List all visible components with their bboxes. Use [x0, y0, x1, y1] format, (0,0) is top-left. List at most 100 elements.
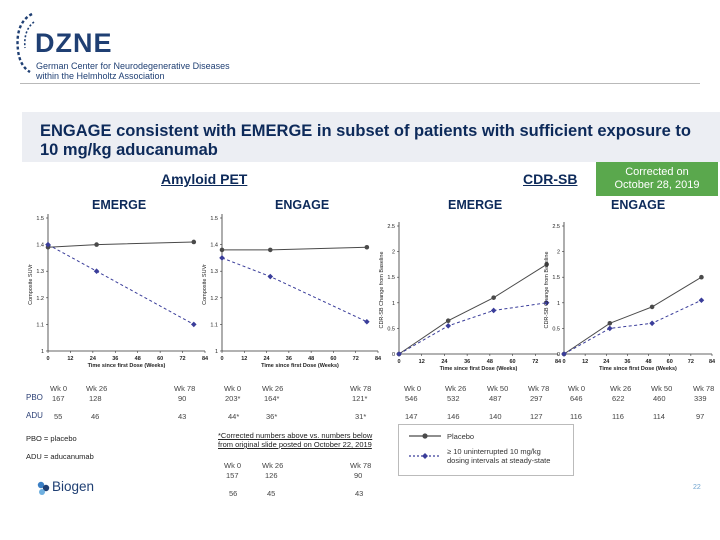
data-point-placebo	[94, 242, 99, 247]
data-point-placebo	[699, 274, 704, 280]
row-label-adu: ADU	[26, 411, 43, 420]
table-cell: 43	[355, 489, 364, 498]
y-tick-label: 1.5	[210, 216, 218, 222]
footnote-correction-1: *Corrected numbers above vs. numbers bel…	[218, 431, 373, 440]
y-axis-label: CDR-SB Change from Baseline	[544, 251, 550, 328]
y-tick-label: 0.5	[387, 326, 395, 332]
y-tick-label: 1.5	[36, 216, 44, 222]
x-axis-label: Time since first Dose (Weeks)	[599, 366, 677, 372]
slide-title: ENGAGE consistent with EMERGE in subset …	[40, 122, 691, 159]
table-head: Wk 78	[350, 384, 372, 393]
corrected-badge: Corrected on October 28, 2019	[596, 162, 718, 196]
table-cell: 121*	[352, 394, 368, 403]
panel-title-emerge-pet: EMERGE	[92, 198, 147, 212]
table-cell: 146	[447, 412, 460, 421]
y-tick-label: 0	[392, 352, 395, 358]
x-axis-label: Time since first Dose (Weeks)	[440, 366, 518, 372]
legend-adu-label-1: ≥ 10 uninterrupted 10 mg/kg	[447, 447, 541, 456]
table-cell: 546	[405, 394, 418, 403]
table-head: Wk 50	[651, 384, 673, 393]
data-point-aducanumab	[445, 323, 452, 329]
table-cell: 164*	[264, 394, 280, 403]
data-point-placebo	[491, 295, 496, 300]
table-cell: 460	[653, 394, 666, 403]
x-tick-label: 48	[135, 356, 141, 362]
page-number: 22	[693, 484, 701, 491]
x-axis-label: Time since first Dose (Weeks)	[261, 363, 339, 369]
x-tick-label: 24	[264, 356, 271, 362]
y-tick-label: 1.5	[387, 275, 395, 281]
table-cell: 31*	[355, 412, 367, 421]
x-tick-label: 60	[330, 356, 336, 362]
table-cell: 90	[178, 394, 187, 403]
x-tick-label: 48	[646, 359, 652, 365]
dzne-logo-mark	[16, 12, 35, 74]
x-tick-label: 0	[46, 356, 49, 362]
y-tick-label: 1.4	[210, 243, 218, 249]
y-tick-label: 2.5	[552, 224, 560, 230]
series-line-aducanumab	[563, 299, 702, 355]
y-tick-label: 0	[557, 352, 560, 358]
y-tick-label: 1.1	[210, 322, 218, 328]
series-line-placebo	[222, 246, 367, 251]
x-tick-label: 12	[67, 356, 73, 362]
data-point-placebo	[649, 304, 655, 310]
series-line-placebo	[47, 241, 194, 248]
x-tick-label: 60	[157, 356, 163, 362]
table-cell: 46	[91, 412, 100, 421]
y-tick-label: 1	[215, 349, 218, 355]
y-tick-label: 1.2	[210, 296, 218, 302]
series-line-aducanumab	[398, 302, 547, 355]
corrected-line2: October 28, 2019	[614, 179, 700, 191]
logo-name: DZNE	[35, 28, 113, 58]
x-tick-label: 12	[241, 356, 247, 362]
legend-placebo-label: Placebo	[447, 432, 475, 441]
table-cell: 44*	[228, 412, 240, 421]
x-tick-label: 72	[688, 359, 694, 365]
panel-title-engage-cdr: ENGAGE	[611, 198, 666, 212]
table-cell: 147	[405, 412, 418, 421]
x-tick-label: 36	[286, 356, 292, 362]
header-divider	[20, 83, 700, 84]
logo-line1: German Center for Neurodegenerative Dise…	[36, 61, 230, 71]
x-tick-label: 24	[603, 359, 610, 365]
y-tick-label: 1.3	[210, 269, 218, 275]
x-tick-label: 0	[220, 356, 223, 362]
data-point-aducanumab	[607, 325, 613, 332]
row-label-pbo: PBO	[26, 393, 43, 402]
x-tick-label: 0	[397, 359, 400, 365]
footnote-adu: ADU = aducanumab	[26, 452, 94, 461]
legend-swatches	[409, 433, 441, 459]
section-amyloid-pet: Amyloid PET	[161, 171, 248, 187]
y-tick-label: 1.1	[36, 322, 44, 328]
series-line-placebo	[398, 263, 547, 355]
x-tick-label: 48	[308, 356, 314, 362]
data-point-aducanumab	[649, 320, 655, 327]
x-tick-label: 72	[353, 356, 359, 362]
data-point-placebo	[445, 318, 451, 324]
table-cell: 128	[89, 394, 102, 403]
x-tick-label: 24	[90, 356, 97, 362]
table-cell: 487	[489, 394, 502, 403]
table-cell: 157	[226, 471, 239, 480]
data-point-aducanumab	[364, 318, 370, 325]
table-cell: 203*	[225, 394, 241, 403]
footnote-correction-2: from original slide posted on October 22…	[218, 440, 372, 449]
table-cell: 140	[489, 412, 502, 421]
table-head: Wk 50	[487, 384, 509, 393]
table-cell: 90	[354, 471, 363, 480]
y-tick-label: 1	[557, 301, 560, 307]
table-cell: 43	[178, 412, 187, 421]
data-point-aducanumab	[396, 351, 402, 357]
legend-adu-marker	[422, 453, 428, 459]
data-point-aducanumab	[219, 255, 225, 261]
table-cell: 532	[447, 394, 460, 403]
x-tick-label: 84	[555, 359, 562, 365]
table-head: Wk 26	[610, 384, 632, 393]
logo-line2: within the Helmholtz Association	[36, 71, 165, 81]
table-cell: 297	[530, 394, 543, 403]
y-tick-label: 2.5	[387, 224, 395, 230]
table-cell: 339	[694, 394, 707, 403]
data-point-aducanumab	[698, 297, 705, 304]
data-point-aducanumab	[543, 300, 550, 306]
